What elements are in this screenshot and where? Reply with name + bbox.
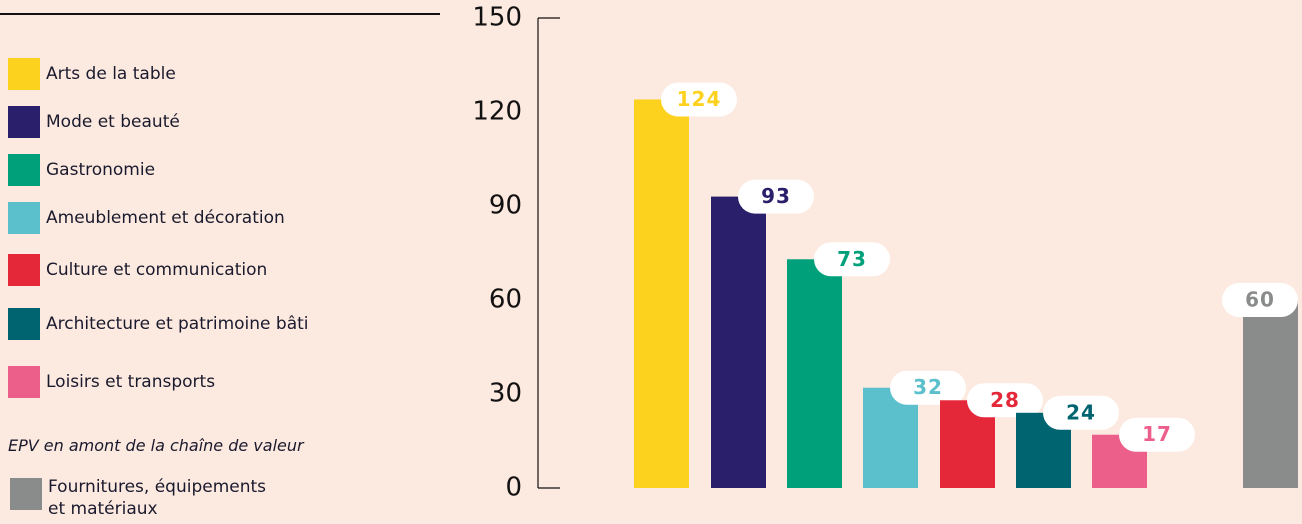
legend-swatch bbox=[8, 366, 40, 398]
value-label: 28 bbox=[990, 388, 1020, 412]
legend-label: Culture et communication bbox=[46, 260, 268, 280]
y-tick-label: 150 bbox=[472, 3, 522, 33]
legend-item: Gastronomie bbox=[8, 154, 155, 186]
legend-label: Mode et beauté bbox=[46, 112, 180, 132]
group-label: EPV en amont de la chaîne de valeur bbox=[8, 436, 304, 455]
legend-item: Architecture et patrimoine bâti bbox=[8, 308, 309, 340]
legend-swatch bbox=[8, 154, 40, 186]
legend-label: Ameublement et décoration bbox=[46, 208, 285, 228]
value-pill bbox=[814, 242, 890, 277]
value-label: 73 bbox=[837, 247, 867, 271]
legend-swatch bbox=[8, 254, 40, 286]
legend-swatch bbox=[8, 58, 40, 90]
value-label: 124 bbox=[677, 87, 722, 111]
legend-label: Loisirs et transports bbox=[46, 372, 216, 392]
value-label: 32 bbox=[913, 375, 943, 399]
legend-item: Mode et beauté bbox=[8, 106, 180, 138]
value-pill bbox=[661, 82, 737, 117]
legend-label: Architecture et patrimoine bâti bbox=[46, 314, 309, 334]
legend-swatch bbox=[10, 478, 42, 510]
y-tick-label: 30 bbox=[489, 379, 522, 409]
y-tick-label: 120 bbox=[472, 97, 522, 127]
legend-swatch bbox=[8, 308, 40, 340]
bar bbox=[634, 99, 689, 488]
bar bbox=[711, 196, 766, 488]
legend-item: Culture et communication bbox=[8, 254, 267, 286]
legend-swatch bbox=[8, 106, 40, 138]
y-tick-label: 90 bbox=[489, 191, 522, 221]
legend-label: Fournitures, équipements et matériaux bbox=[48, 477, 267, 519]
value-pill bbox=[1222, 283, 1298, 317]
bar bbox=[1243, 300, 1298, 488]
value-label: 93 bbox=[761, 184, 791, 208]
value-label: 17 bbox=[1142, 422, 1172, 446]
legend-swatch bbox=[8, 202, 40, 234]
legend-label: Arts de la table bbox=[46, 64, 176, 84]
legend-item: Arts de la table bbox=[8, 58, 176, 90]
value-pill bbox=[890, 370, 966, 405]
y-tick-label: 0 bbox=[505, 473, 522, 503]
value-pill bbox=[738, 179, 814, 214]
legend-item: Loisirs et transports bbox=[8, 366, 215, 398]
value-pill bbox=[1043, 395, 1119, 430]
value-pill bbox=[1119, 417, 1195, 452]
legend-label: Gastronomie bbox=[46, 160, 156, 180]
y-tick-label: 60 bbox=[489, 285, 522, 315]
legend-item: Fournitures, équipements et matériaux bbox=[8, 477, 288, 520]
value-label: 60 bbox=[1245, 288, 1275, 312]
legend-item: Ameublement et décoration bbox=[8, 202, 285, 234]
value-label: 24 bbox=[1066, 400, 1096, 424]
value-pill bbox=[967, 383, 1043, 418]
bar bbox=[787, 259, 842, 488]
